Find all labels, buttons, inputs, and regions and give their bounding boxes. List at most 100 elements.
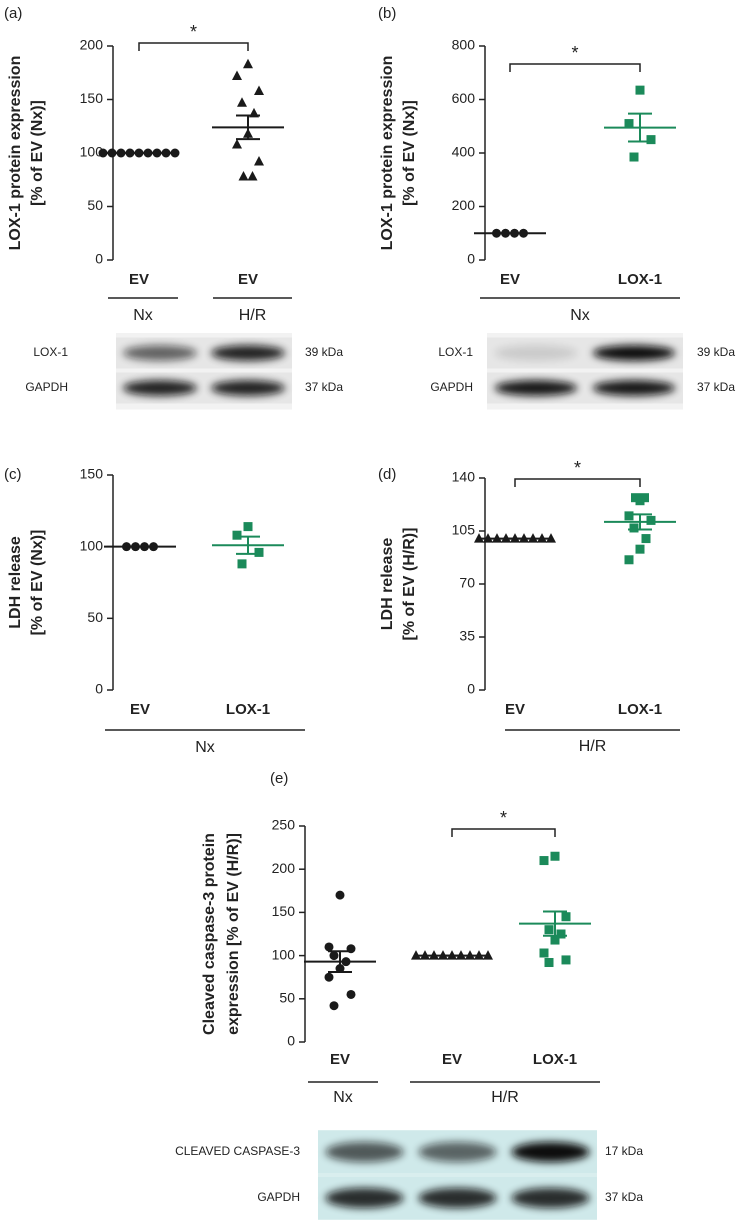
y-tick-label: 35 [459, 628, 475, 644]
y-axis-label: [% of EV (H/R)] [401, 528, 418, 641]
blot-size: 37 kDa [605, 1190, 643, 1204]
x-tick-label: LOX-1 [533, 1051, 577, 1068]
data-point [624, 119, 634, 129]
significance-bracket [509, 63, 641, 72]
y-tick-label: 100 [80, 144, 104, 160]
data-point [539, 856, 549, 866]
blot-band [418, 1141, 497, 1163]
x-tick-label: EV [130, 701, 150, 718]
data-point [232, 530, 242, 540]
data-point [237, 559, 247, 569]
group-label: Nx [195, 739, 215, 756]
y-axis-label: LDH release [379, 538, 396, 631]
data-point [254, 547, 264, 557]
y-tick-label: 0 [95, 251, 103, 267]
data-point [646, 135, 656, 145]
blot-label: LOX-1 [33, 345, 68, 359]
data-point [544, 925, 554, 935]
x-tick-label: EV [238, 271, 258, 288]
blot-band [211, 380, 285, 396]
data-point [329, 951, 339, 961]
blot-band [592, 380, 676, 396]
group-label: Nx [333, 1089, 353, 1106]
x-tick-label: EV [330, 1051, 350, 1068]
blot-label: CLEAVED CASPASE-3 [175, 1144, 300, 1158]
panel-label: (c) [4, 466, 22, 483]
data-point [539, 948, 549, 958]
y-axis-label: LOX-1 protein expression [379, 56, 396, 251]
blot-label: GAPDH [25, 380, 68, 394]
blot-size: 37 kDa [697, 380, 735, 394]
y-axis-label: Cleaved caspase-3 protein [201, 833, 218, 1035]
significance-label: * [500, 808, 507, 828]
y-tick-label: 105 [452, 522, 476, 538]
group-label: H/R [239, 307, 267, 324]
data-point [629, 523, 639, 533]
y-tick-label: 600 [452, 90, 476, 106]
panel-label: (b) [378, 5, 396, 22]
significance-bracket [451, 828, 556, 837]
group-label: H/R [579, 738, 607, 755]
sem-bar [236, 535, 260, 555]
y-tick-label: 800 [452, 37, 476, 53]
y-tick-label: 250 [272, 817, 296, 833]
data-point [324, 942, 334, 952]
blot-band [494, 345, 578, 361]
y-axis-label: LOX-1 protein expression [7, 56, 24, 251]
panel-label: (a) [4, 5, 22, 22]
data-point [561, 912, 571, 922]
blot-band [511, 1141, 590, 1163]
y-axis-label: [% of EV (Nx)] [401, 100, 418, 206]
data-point [335, 890, 345, 900]
y-tick-label: 100 [272, 946, 296, 962]
x-tick-label: EV [129, 271, 149, 288]
blot-band [123, 345, 197, 361]
significance-label: * [574, 458, 581, 478]
blot-band [325, 1187, 404, 1209]
blot-band [592, 345, 676, 361]
y-axis-label: LDH release [7, 536, 24, 629]
sem-bar [236, 114, 260, 141]
data-point [544, 958, 554, 968]
y-tick-label: 50 [279, 990, 295, 1006]
blot-band [211, 345, 285, 361]
y-tick-label: 50 [87, 197, 103, 213]
y-tick-label: 200 [272, 860, 296, 876]
significance-bracket [138, 42, 249, 51]
x-tick-label: EV [500, 271, 520, 288]
group-label: Nx [570, 307, 590, 324]
y-axis-label: [% of EV (Nx)] [29, 530, 46, 636]
data-point [629, 152, 639, 162]
significance-label: * [190, 22, 197, 42]
data-point [254, 85, 264, 95]
significance-label: * [571, 43, 578, 63]
data-point [624, 555, 634, 565]
group-label: H/R [491, 1089, 519, 1106]
x-tick-label: EV [505, 701, 525, 718]
y-tick-label: 0 [95, 681, 103, 697]
blot-band [123, 380, 197, 396]
y-tick-label: 0 [467, 251, 475, 267]
x-tick-label: EV [442, 1051, 462, 1068]
y-tick-label: 150 [80, 90, 104, 106]
x-tick-label: LOX-1 [618, 701, 662, 718]
data-point [624, 511, 634, 521]
y-tick-label: 50 [87, 609, 103, 625]
group-label: Nx [133, 307, 153, 324]
data-point [237, 97, 247, 107]
y-tick-label: 200 [452, 197, 476, 213]
y-axis-label: expression [% of EV (H/R)] [225, 833, 242, 1035]
significance-bracket [514, 478, 641, 487]
y-tick-label: 100 [80, 537, 104, 553]
data-point [635, 85, 645, 95]
y-axis-label: [% of EV (Nx)] [29, 100, 46, 206]
blot-band [325, 1141, 404, 1163]
blot-size: 37 kDa [305, 380, 343, 394]
data-point [324, 972, 334, 982]
data-point [641, 534, 651, 544]
data-point [561, 955, 571, 965]
data-point [254, 156, 264, 166]
y-tick-label: 400 [452, 144, 476, 160]
data-point [243, 58, 253, 69]
